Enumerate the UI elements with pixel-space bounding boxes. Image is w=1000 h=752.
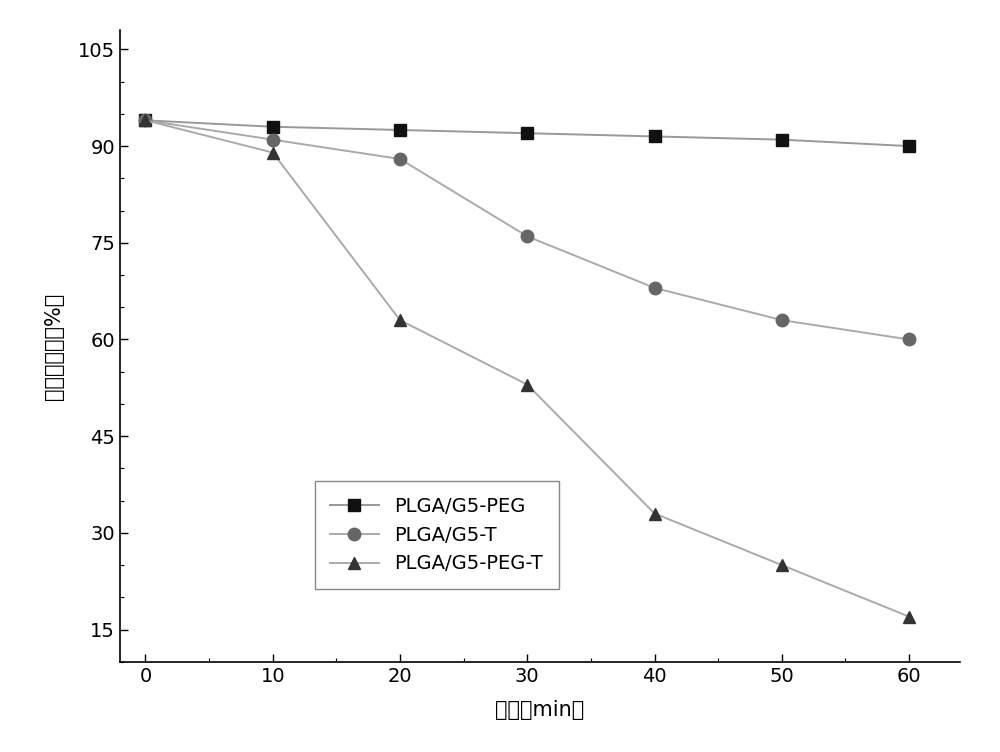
PLGA/G5-PEG-T bbox=[394, 316, 406, 325]
PLGA/G5-PEG-T bbox=[649, 509, 661, 518]
PLGA/G5-PEG bbox=[394, 126, 406, 135]
X-axis label: 时间（min）: 时间（min） bbox=[495, 699, 585, 720]
PLGA/G5-T bbox=[394, 154, 406, 163]
PLGA/G5-PEG-T bbox=[903, 612, 915, 621]
Line: PLGA/G5-PEG-T: PLGA/G5-PEG-T bbox=[139, 114, 915, 623]
Line: PLGA/G5-T: PLGA/G5-T bbox=[139, 114, 915, 346]
PLGA/G5-T bbox=[903, 335, 915, 344]
PLGA/G5-PEG-T bbox=[139, 116, 151, 125]
PLGA/G5-PEG-T bbox=[776, 560, 788, 569]
Y-axis label: 汞离子浓度（%）: 汞离子浓度（%） bbox=[44, 293, 64, 399]
PLGA/G5-PEG bbox=[521, 129, 533, 138]
PLGA/G5-PEG bbox=[649, 132, 661, 141]
PLGA/G5-T bbox=[139, 116, 151, 125]
PLGA/G5-T bbox=[649, 284, 661, 293]
PLGA/G5-PEG-T bbox=[521, 380, 533, 389]
PLGA/G5-T bbox=[776, 316, 788, 325]
Legend: PLGA/G5-PEG, PLGA/G5-T, PLGA/G5-PEG-T: PLGA/G5-PEG, PLGA/G5-T, PLGA/G5-PEG-T bbox=[315, 481, 559, 589]
PLGA/G5-PEG bbox=[139, 116, 151, 125]
Line: PLGA/G5-PEG: PLGA/G5-PEG bbox=[139, 114, 915, 153]
PLGA/G5-T bbox=[267, 135, 279, 144]
PLGA/G5-PEG bbox=[776, 135, 788, 144]
PLGA/G5-PEG bbox=[267, 123, 279, 132]
PLGA/G5-PEG bbox=[903, 141, 915, 150]
PLGA/G5-T bbox=[521, 232, 533, 241]
PLGA/G5-PEG-T bbox=[267, 148, 279, 157]
